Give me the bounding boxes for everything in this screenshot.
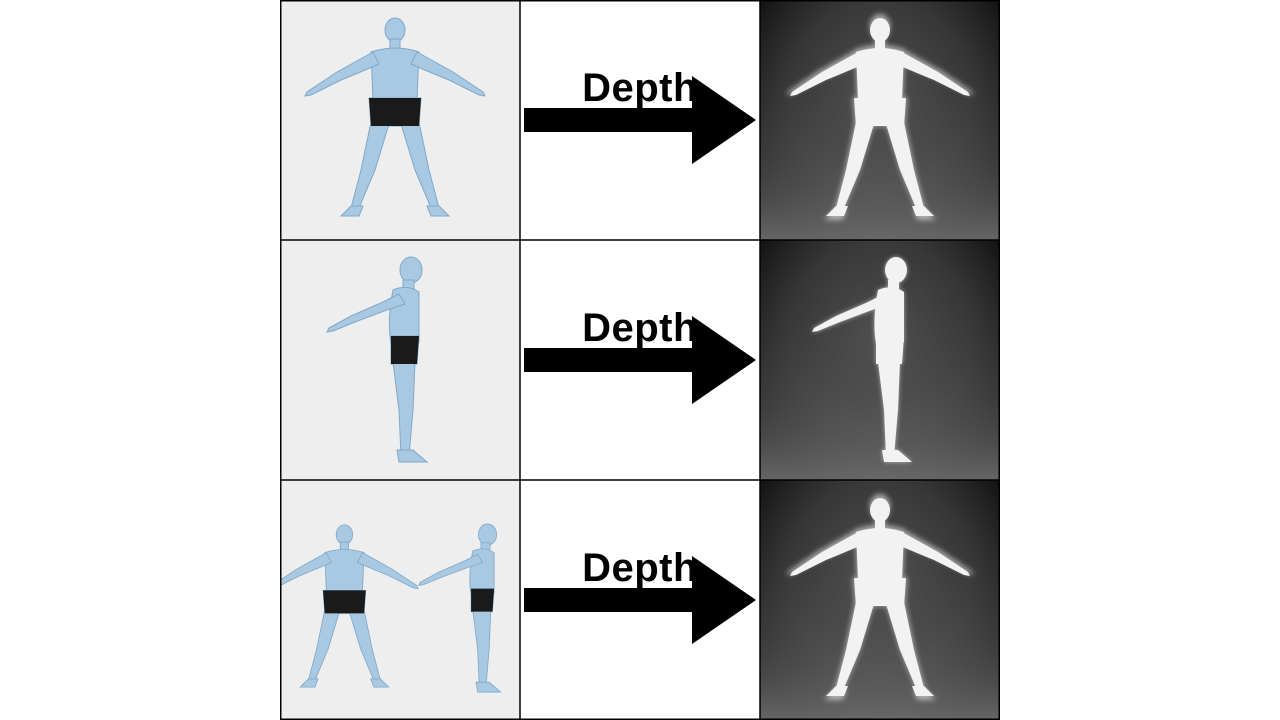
arrow-step-3: Depth [520, 480, 760, 720]
depth-map-side [760, 240, 1000, 480]
right-arrow-icon [524, 316, 756, 404]
render-front-view [280, 0, 520, 240]
right-arrow-icon [524, 76, 756, 164]
front-mesh-render [280, 0, 520, 240]
front-depth-image [760, 480, 1000, 720]
two-mesh-render [280, 480, 520, 720]
arrow-step-1: Depth [520, 0, 760, 240]
depth-map-front-2 [760, 480, 1000, 720]
side-mesh-render [280, 240, 520, 480]
render-side-view [280, 240, 520, 480]
depth-figure: Depth Depth [280, 0, 1000, 720]
render-front-and-side [280, 480, 520, 720]
right-arrow-icon [524, 556, 756, 644]
side-depth-image [760, 240, 1000, 480]
front-depth-image [760, 0, 1000, 240]
arrow-step-2: Depth [520, 240, 760, 480]
figure-grid: Depth Depth [280, 0, 1000, 720]
depth-map-front [760, 0, 1000, 240]
